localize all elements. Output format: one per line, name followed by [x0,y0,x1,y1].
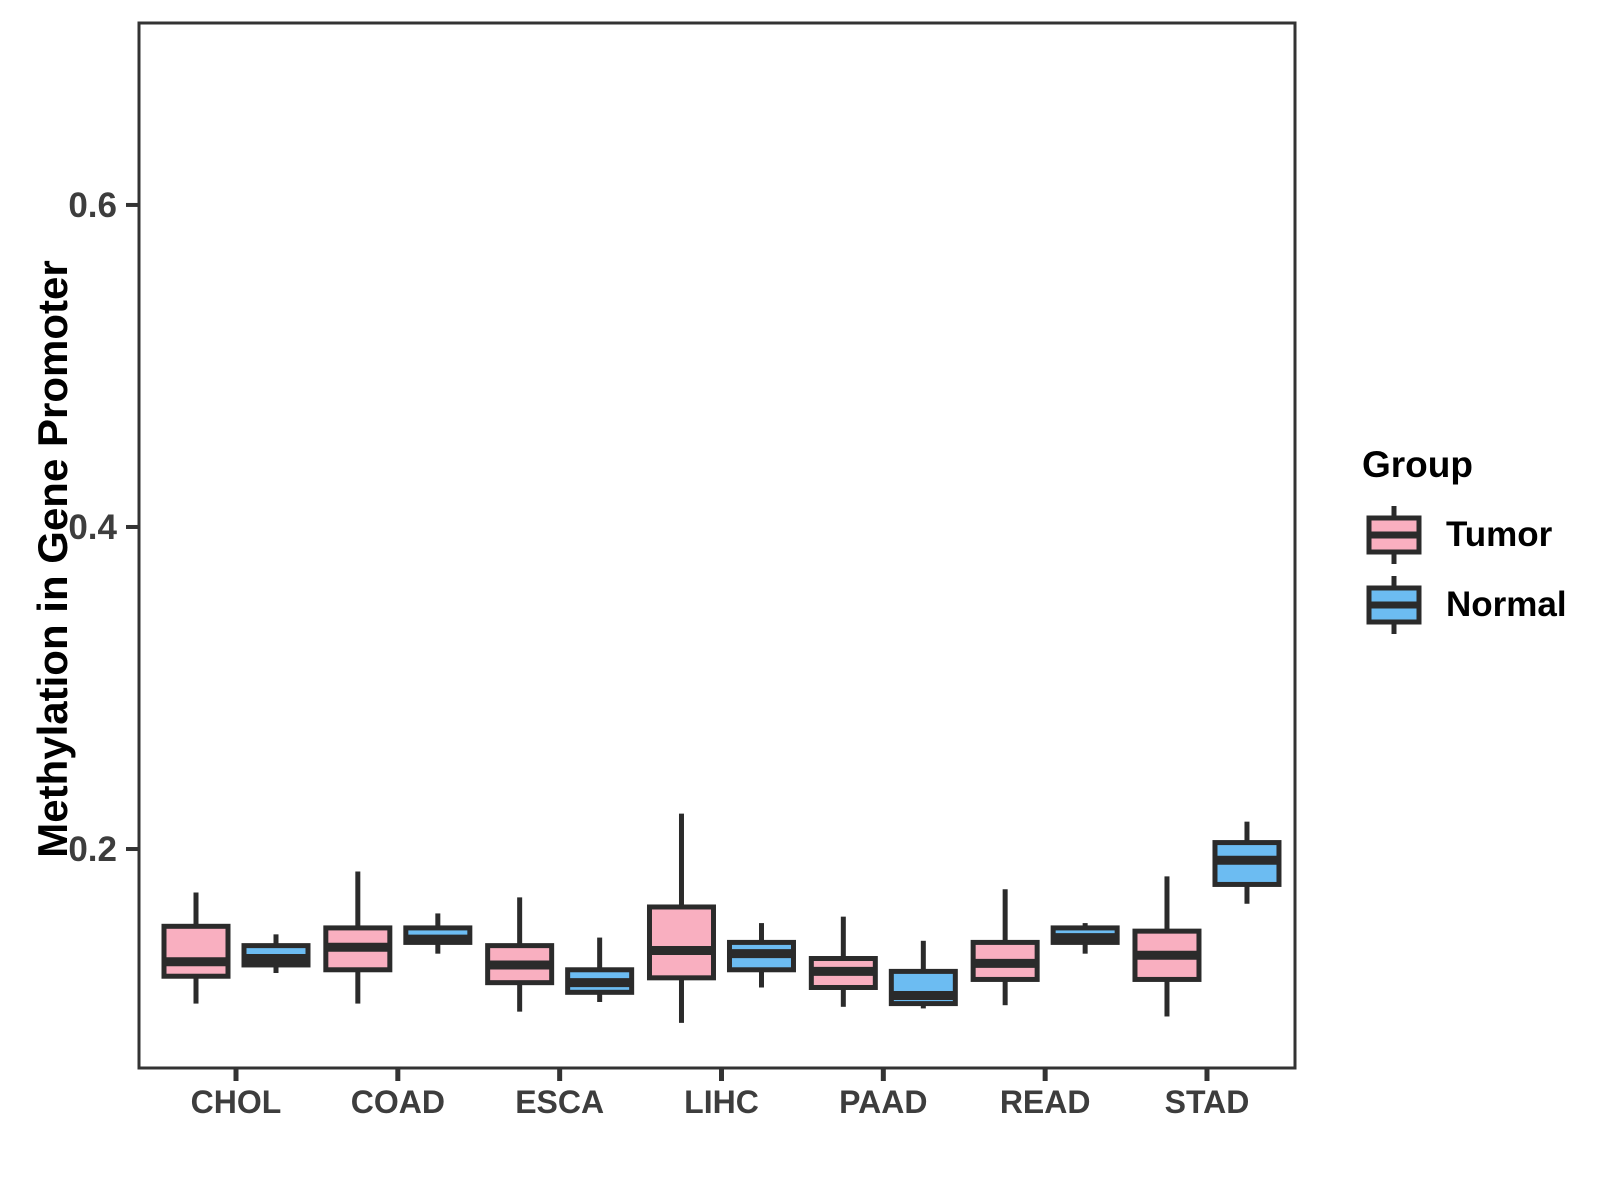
x-tick-label: PAAD [839,1084,927,1120]
y-tick-label: 0.4 [68,508,117,547]
legend: Group Tumor Normal [1362,444,1582,644]
legend-item-normal: Normal [1362,574,1582,636]
x-tick-label: COAD [351,1084,445,1120]
y-axis-title: Methylation in Gene Promoter [29,260,76,858]
tumor-boxplot-icon [1366,506,1422,564]
y-tick-label: 0.6 [68,186,117,225]
x-tick-label: STAD [1165,1084,1250,1120]
x-tick-label: CHOL [191,1084,282,1120]
legend-label-normal: Normal [1446,585,1567,624]
x-tick-label: LIHC [684,1084,759,1120]
normal-boxplot-icon [1366,576,1422,634]
box-lihc-tumor [646,904,716,981]
x-tick-label: READ [1000,1084,1091,1120]
box-chol-tumor [161,923,231,979]
y-tick-label: 0.2 [68,830,117,869]
legend-label-tumor: Tumor [1446,515,1553,554]
legend-item-tumor: Tumor [1362,504,1582,566]
x-tick-label: ESCA [515,1084,604,1120]
legend-title: Group [1362,444,1473,485]
plot-panel [137,21,1297,1070]
